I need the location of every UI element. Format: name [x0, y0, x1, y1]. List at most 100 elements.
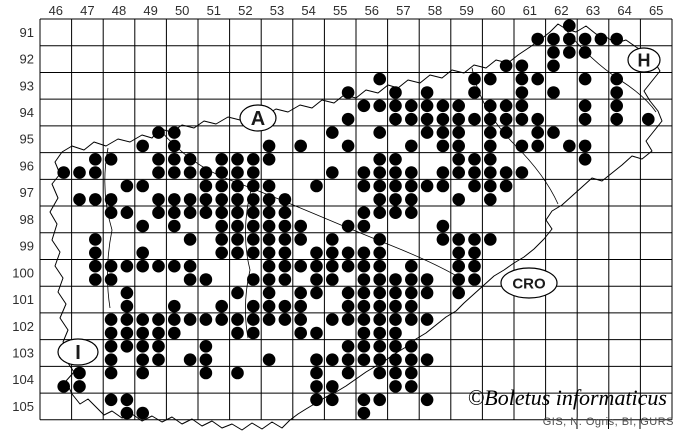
country-labels: A H CRO I — [57, 47, 661, 366]
occurrence-dot — [168, 326, 181, 340]
column-label-58: 58 — [428, 3, 442, 18]
occurrence-dot — [389, 366, 402, 380]
occurrence-dot — [357, 219, 371, 233]
occurrence-dot — [499, 59, 513, 73]
occurrence-dot — [515, 166, 529, 179]
occurrence-dot — [136, 139, 149, 153]
occurrence-dot — [357, 179, 371, 193]
occurrence-dot — [215, 193, 228, 206]
occurrence-dot — [247, 273, 260, 286]
occurrence-dot — [310, 366, 323, 380]
occurrence-dot — [278, 313, 292, 326]
occurrence-dot — [373, 286, 387, 300]
occurrence-dot — [341, 139, 355, 153]
occurrence-dot — [231, 193, 244, 206]
occurrence-dot — [389, 313, 402, 326]
occurrence-dot — [468, 233, 481, 246]
occurrence-dot — [499, 112, 513, 126]
occurrence-dot — [294, 219, 308, 233]
occurrence-dot — [420, 179, 434, 193]
occurrence-dot — [199, 179, 213, 193]
occurrence-dot — [168, 193, 181, 206]
occurrence-dot — [326, 126, 339, 139]
occurrence-dot — [357, 299, 371, 313]
occurrence-dot — [136, 406, 149, 420]
occurrence-dot — [452, 126, 466, 139]
occurrence-dot — [136, 340, 149, 353]
occurrence-dot — [104, 273, 118, 286]
occurrence-dot — [168, 219, 181, 233]
occurrence-dot — [373, 179, 387, 193]
occurrence-dot — [341, 286, 355, 300]
occurrence-dot — [294, 286, 308, 300]
occurrence-dot — [262, 193, 276, 206]
occurrence-dot — [499, 126, 513, 139]
occurrence-dot — [215, 179, 228, 193]
occurrence-dot — [389, 206, 402, 219]
occurrence-dot — [594, 32, 608, 46]
occurrence-dot — [310, 259, 323, 273]
occurrence-dot — [294, 233, 308, 246]
occurrence-dot — [262, 233, 276, 246]
occurrence-dot — [531, 32, 544, 46]
occurrence-dot — [436, 112, 450, 126]
occurrence-dot — [183, 166, 197, 179]
occurrence-dot — [183, 193, 197, 206]
occurrence-dot — [168, 259, 181, 273]
occurrence-dot — [515, 72, 529, 86]
occurrence-dot — [136, 366, 149, 380]
occurrence-dot — [452, 286, 466, 300]
occurrence-dot — [610, 72, 623, 86]
occurrence-dot — [389, 112, 402, 126]
occurrence-dot — [405, 179, 418, 193]
occurrence-dot — [405, 166, 418, 179]
occurrence-dot — [262, 353, 276, 367]
occurrence-dot — [436, 166, 450, 179]
occurrence-dot — [215, 206, 228, 219]
occurrence-dot — [405, 380, 418, 393]
occurrence-dot — [484, 233, 497, 246]
occurrence-dot — [547, 126, 560, 139]
occurrence-dot — [405, 273, 418, 286]
occurrence-dot — [247, 313, 260, 326]
country-label-text: I — [75, 342, 81, 364]
occurrence-dot — [341, 259, 355, 273]
occurrence-dot — [89, 153, 102, 166]
row-label-101: 101 — [12, 292, 34, 307]
occurrence-dot — [247, 153, 260, 166]
occurrence-dots — [57, 19, 655, 420]
country-label-text: A — [251, 108, 265, 130]
occurrence-dot — [247, 299, 260, 313]
occurrence-dot — [120, 393, 134, 407]
occurrence-dot — [484, 166, 497, 179]
occurrence-dot — [262, 246, 276, 260]
occurrence-dot — [152, 326, 165, 340]
occurrence-dot — [578, 139, 592, 153]
occurrence-dot — [104, 313, 118, 326]
occurrence-dot — [436, 233, 450, 246]
occurrence-dot — [215, 233, 228, 246]
occurrence-dot — [373, 193, 387, 206]
occurrence-dot — [104, 353, 118, 367]
occurrence-dot — [468, 259, 481, 273]
occurrence-dot — [531, 112, 544, 126]
occurrence-dot — [389, 99, 402, 113]
row-label-104: 104 — [12, 372, 34, 387]
occurrence-dot — [262, 299, 276, 313]
occurrence-dot — [199, 193, 213, 206]
occurrence-dot — [547, 86, 560, 99]
occurrence-dot — [278, 206, 292, 219]
occurrence-dot — [563, 46, 576, 59]
occurrence-dot — [578, 112, 592, 126]
occurrence-dot — [262, 139, 276, 153]
occurrence-dot — [420, 86, 434, 99]
column-label-54: 54 — [301, 3, 315, 18]
occurrence-dot — [183, 313, 197, 326]
column-label-65: 65 — [649, 3, 663, 18]
occurrence-dot — [578, 153, 592, 166]
column-label-46: 46 — [49, 3, 63, 18]
occurrence-dot — [357, 326, 371, 340]
occurrence-dot — [357, 99, 371, 113]
occurrence-dot — [152, 166, 165, 179]
